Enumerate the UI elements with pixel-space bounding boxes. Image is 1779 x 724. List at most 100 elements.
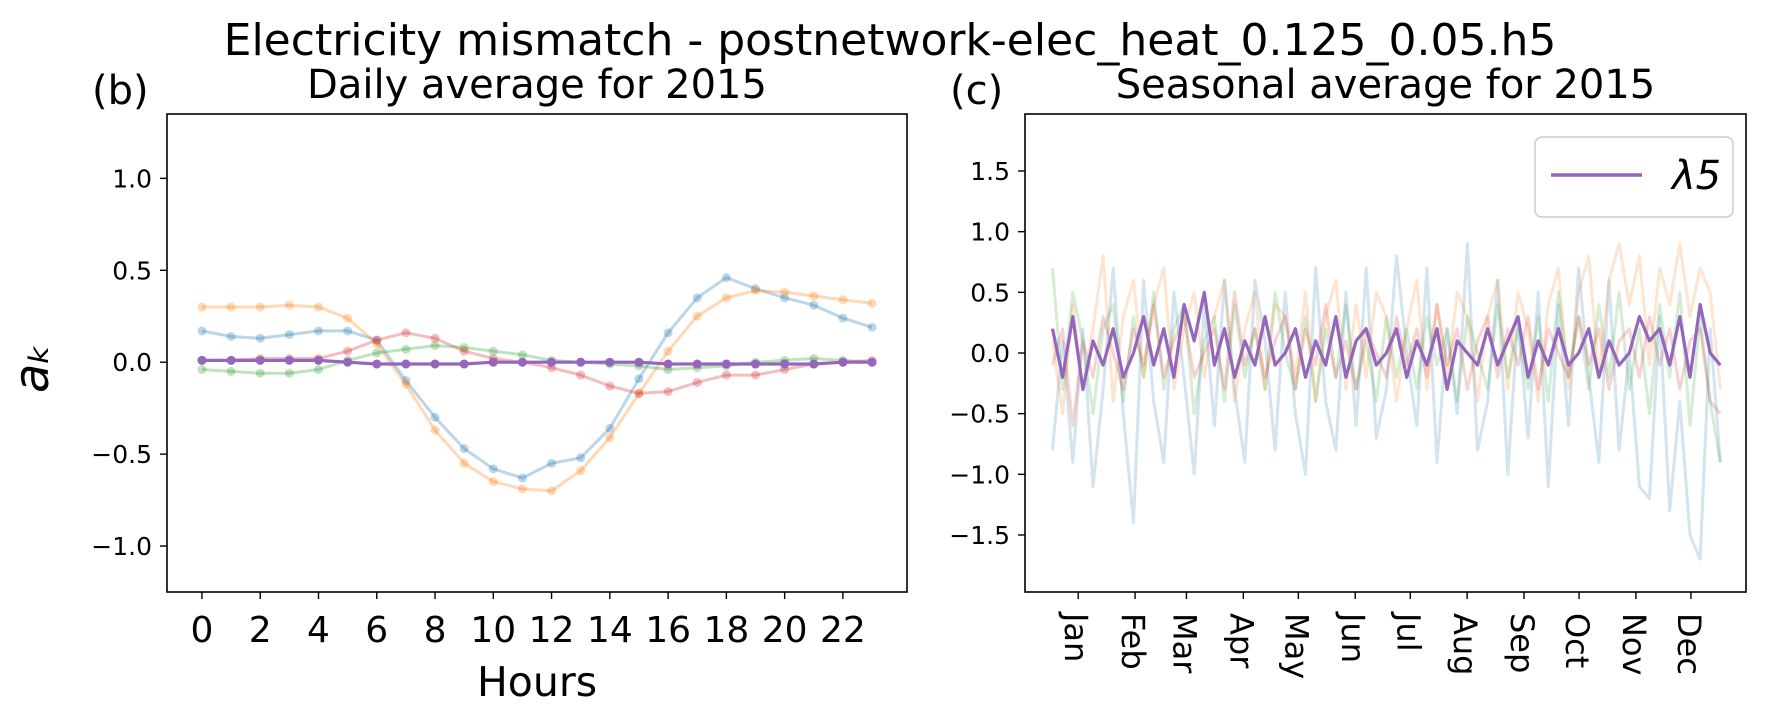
legend-box xyxy=(1534,136,1734,218)
x-tick-label: 16 xyxy=(645,610,691,651)
panel-c-seasonal-chart: Seasonal average for 2015 (c) −1.5 −1.0 −0.5… xyxy=(949,62,1747,679)
series-line-5 xyxy=(1050,290,1722,391)
series-line-4 xyxy=(1051,290,1722,428)
data-point-1-9 xyxy=(459,444,469,454)
x-tick-label: 0 xyxy=(191,610,214,651)
x-tick-label: 8 xyxy=(424,610,447,651)
x-tick-label: Jul xyxy=(1389,611,1427,652)
data-point-3-7 xyxy=(401,344,411,354)
data-point-4-16 xyxy=(663,387,673,397)
data-point-1-3 xyxy=(284,330,294,340)
y-tick-label: 0.5 xyxy=(970,278,1010,307)
x-tick-label: 6 xyxy=(365,610,388,651)
data-point-5-23 xyxy=(867,357,877,367)
data-point-2-4 xyxy=(313,302,323,312)
data-point-1-18 xyxy=(721,273,731,283)
figure-suptitle: Electricity mismatch - postnetwork-elec_… xyxy=(224,15,1557,66)
y-tick-label: 1.0 xyxy=(112,164,152,193)
data-point-1-22 xyxy=(838,313,848,323)
data-point-5-17 xyxy=(692,359,702,369)
y-tick-label: −1.0 xyxy=(949,460,1010,489)
panel-b-daily-chart: Daily average for 2015 (b) −1.0 −0.5 0.0 0.5 1… xyxy=(4,62,908,706)
data-point-2-13 xyxy=(576,466,586,476)
panel-label: (b) xyxy=(92,68,149,114)
series-line-4 xyxy=(202,331,873,395)
data-point-1-1 xyxy=(226,331,236,341)
y-tick-label: −0.5 xyxy=(91,440,152,469)
data-point-2-11 xyxy=(517,484,527,494)
data-point-4-13 xyxy=(576,370,586,380)
data-point-1-17 xyxy=(692,293,702,303)
y-tick-label: −1.0 xyxy=(91,532,152,561)
chart-title: Daily average for 2015 xyxy=(307,62,767,108)
x-tick-label: Nov xyxy=(1615,613,1653,675)
data-point-4-18 xyxy=(721,370,731,380)
data-point-5-8 xyxy=(430,359,440,369)
data-point-3-10 xyxy=(488,346,498,356)
data-point-4-17 xyxy=(692,377,702,387)
data-point-3-1 xyxy=(226,366,236,376)
data-point-2-6 xyxy=(372,339,382,349)
data-point-2-14 xyxy=(605,433,615,443)
data-point-1-11 xyxy=(517,473,527,483)
data-point-2-23 xyxy=(867,298,877,308)
data-point-5-21 xyxy=(809,359,819,369)
x-tick-label: Jun xyxy=(1334,611,1372,663)
data-point-2-12 xyxy=(547,486,557,496)
data-point-4-8 xyxy=(430,333,440,343)
x-tick-label: Mar xyxy=(1165,613,1203,674)
data-point-2-16 xyxy=(663,346,673,356)
data-point-3-9 xyxy=(459,342,469,352)
data-point-3-4 xyxy=(313,365,323,375)
y-axis-label: aₖ xyxy=(4,343,60,393)
data-point-5-1 xyxy=(226,355,236,365)
data-point-2-7 xyxy=(401,379,411,389)
data-point-2-21 xyxy=(809,291,819,301)
x-tick-label: Dec xyxy=(1670,613,1708,675)
data-point-2-3 xyxy=(284,300,294,310)
legend-label: λ5 xyxy=(1670,153,1721,199)
data-point-5-13 xyxy=(576,357,586,367)
data-point-3-8 xyxy=(430,341,440,351)
data-point-5-5 xyxy=(343,357,353,367)
data-point-5-16 xyxy=(663,359,673,369)
data-point-5-15 xyxy=(634,357,644,367)
data-point-1-15 xyxy=(634,374,644,384)
data-point-2-5 xyxy=(343,313,353,323)
data-point-5-12 xyxy=(547,357,557,367)
x-tick-label: Oct xyxy=(1558,613,1596,668)
x-tick-label: 18 xyxy=(703,610,749,651)
series-line-5 xyxy=(202,358,872,366)
data-point-1-2 xyxy=(255,333,265,343)
x-tick-label: 22 xyxy=(820,610,866,651)
data-point-2-2 xyxy=(255,302,265,312)
plot-frame xyxy=(166,113,908,593)
x-axis-label: Hours xyxy=(477,658,597,706)
data-point-1-8 xyxy=(430,412,440,422)
data-point-1-5 xyxy=(343,326,353,336)
data-point-5-0 xyxy=(197,355,207,365)
data-point-1-10 xyxy=(488,464,498,474)
series-line-3 xyxy=(201,344,873,375)
data-point-5-20 xyxy=(780,359,790,369)
data-point-5-11 xyxy=(517,357,527,367)
data-point-1-23 xyxy=(867,322,877,332)
x-tick-label: 10 xyxy=(470,610,516,651)
data-point-4-5 xyxy=(343,346,353,356)
x-tick-label: 20 xyxy=(762,610,808,651)
data-point-2-20 xyxy=(780,287,790,297)
x-tick-label: Feb xyxy=(1114,613,1152,670)
data-point-1-19 xyxy=(751,284,761,294)
data-point-5-3 xyxy=(284,355,294,365)
data-point-4-14 xyxy=(605,381,615,391)
y-tick-label: 1.0 xyxy=(970,218,1010,247)
x-tick-label: 4 xyxy=(307,610,330,651)
data-point-5-14 xyxy=(605,357,615,367)
x-tick-label: 12 xyxy=(529,610,575,651)
series-line-2 xyxy=(202,289,873,493)
data-point-5-18 xyxy=(721,359,731,369)
series-line-3 xyxy=(1051,267,1722,463)
x-tick-label: 2 xyxy=(249,610,272,651)
data-point-2-10 xyxy=(488,477,498,487)
data-point-2-18 xyxy=(721,293,731,303)
